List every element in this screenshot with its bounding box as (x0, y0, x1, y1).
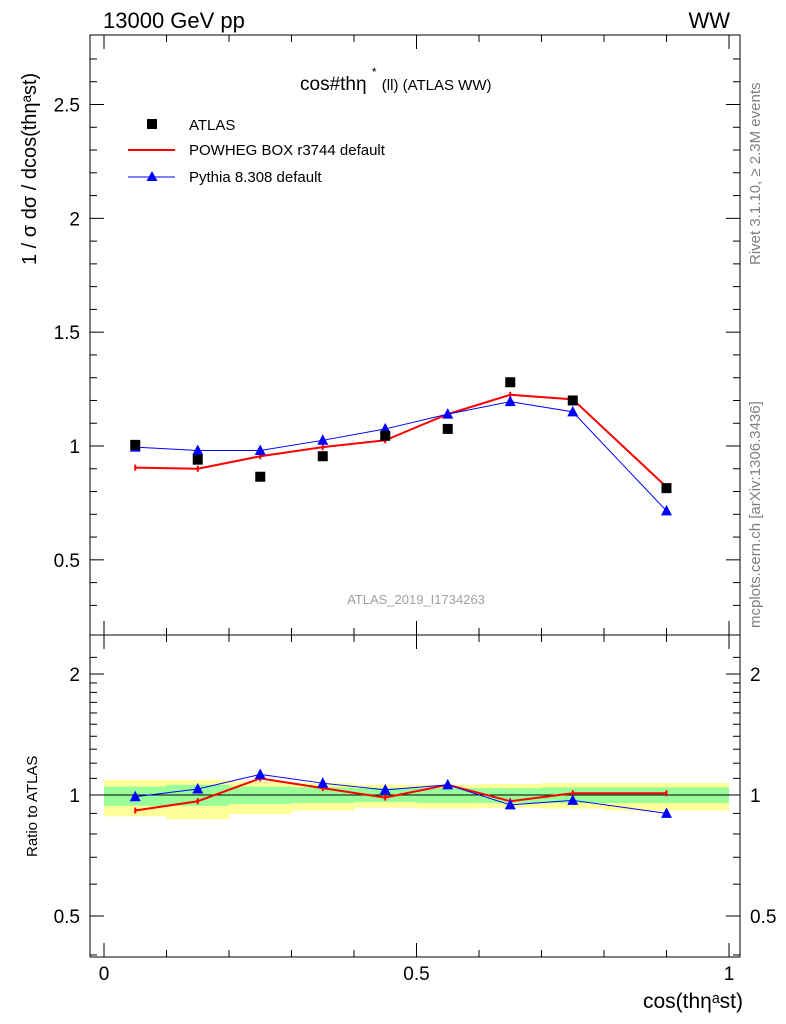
main-atlas-marker (567, 395, 578, 406)
ratio-pythia-marker (129, 790, 141, 802)
rivet-side-label: Rivet 3.1.10, ≥ 2.3M events (747, 83, 764, 266)
main-y-tick-label: 2.5 (54, 96, 80, 117)
main-y-tick-label: 1 (69, 437, 80, 458)
ratio-pythia-marker (192, 782, 204, 794)
ratio-y-tick-label: 2 (69, 665, 80, 686)
main-title-main: cos#thη (300, 74, 367, 95)
main-atlas-marker (130, 439, 141, 450)
legend-label-powheg: POWHEG BOX r3744 default (189, 142, 386, 159)
ratio-pythia-marker (661, 807, 672, 818)
main-atlas-marker (505, 377, 516, 388)
ratio-y-axis-label: Ratio to ATLAS (24, 756, 41, 857)
main-y-tick-label: 0.5 (54, 551, 80, 572)
ratio-pythia-marker (504, 798, 516, 810)
x-axis-label: cos(thηᵃst) (643, 990, 743, 1013)
main-pythia-marker (192, 444, 204, 456)
main-y-tick-label: 1.5 (54, 323, 80, 344)
main-pythia-marker (504, 395, 516, 407)
ratio-y-tick-label: 1 (69, 786, 80, 807)
main-plot-frame (89, 34, 741, 636)
axis-ticks: 0.5 1 1.5 2 2.5 0 0.5 1 0.5 0.5 1 1 2 2 (54, 35, 776, 985)
header-energy-label: 13000 GeV pp (103, 8, 245, 33)
main-atlas-marker (255, 471, 266, 482)
main-title-sup: * (372, 65, 377, 79)
header-process-label: WW (688, 8, 730, 33)
main-title-rest: (ll) (ATLAS WW) (382, 77, 492, 94)
x-tick-label: 0.5 (403, 964, 429, 985)
main-atlas-marker (317, 451, 328, 462)
main-powheg-line (135, 393, 668, 488)
analysis-watermark: ATLAS_2019_I1734263 (347, 592, 485, 607)
mcplots-side-label: mcplots.cern.ch [arXiv:1306.3436] (747, 401, 764, 628)
main-pythia-marker (661, 504, 672, 516)
legend: ATLAS POWHEG BOX r3744 default Pythia 8.… (128, 117, 386, 186)
legend-marker-pythia (146, 171, 158, 181)
main-atlas-marker (192, 454, 203, 465)
main-pythia-marker (567, 405, 579, 417)
x-tick-label: 1 (724, 964, 735, 985)
main-y-axis-label: 1 / σ dσ / dcos(thηᵃst) (19, 73, 41, 265)
ratio-pythia-marker (442, 778, 454, 790)
ratio-pythia-marker (254, 768, 266, 779)
main-atlas-marker (380, 430, 391, 441)
main-pythia-marker (442, 408, 454, 419)
ratio-pythia-marker (567, 794, 579, 805)
legend-marker-atlas (147, 119, 157, 129)
ratio-y-tick-label-right: 1 (750, 786, 761, 807)
main-pythia-marker (317, 434, 329, 445)
series-layer (129, 377, 672, 818)
x-tick-label: 0 (99, 964, 110, 985)
main-pythia-marker (254, 444, 266, 456)
ratio-y-tick-label-right: 2 (750, 665, 761, 686)
ratio-pythia-marker (317, 777, 329, 788)
legend-label-atlas: ATLAS (189, 117, 235, 134)
ratio-y-tick-label-right: 0.5 (750, 907, 776, 928)
ratio-y-tick-label: 0.5 (54, 907, 80, 928)
ratio-plot-frame (89, 634, 741, 958)
ratio-band-inner (416, 788, 479, 804)
main-pythia-line (135, 401, 667, 512)
ratio-pythia-marker (379, 783, 391, 795)
legend-label-pythia: Pythia 8.308 default (189, 169, 322, 186)
main-atlas-marker (661, 483, 672, 494)
main-title: cos#thη * (ll) (ATLAS WW) (300, 60, 491, 95)
main-y-tick-label: 2 (69, 209, 80, 230)
main-atlas-marker (442, 423, 453, 434)
ratio-uncertainty-bands (90, 779, 740, 820)
